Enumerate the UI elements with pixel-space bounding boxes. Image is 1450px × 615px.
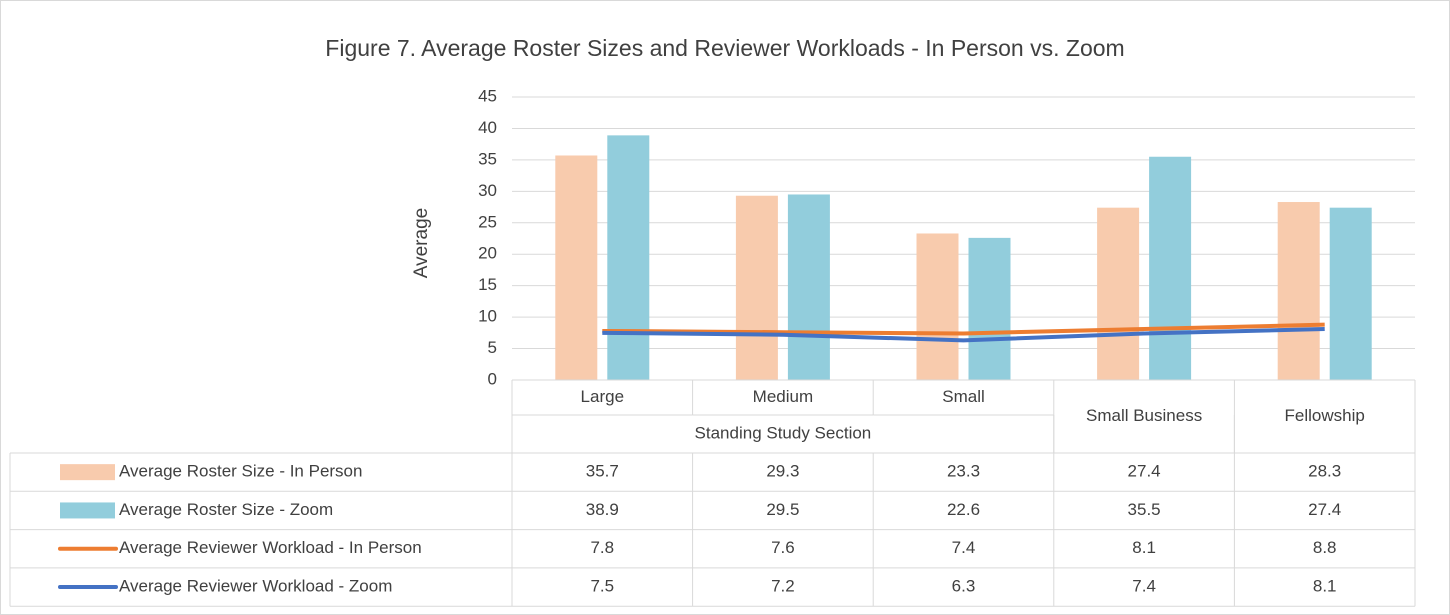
table-value: 7.6 <box>771 538 795 557</box>
table-value: 29.3 <box>766 462 799 481</box>
line-series <box>602 327 1325 343</box>
bar <box>916 233 959 380</box>
table-value: 8.1 <box>1132 538 1156 557</box>
table-value: 22.6 <box>947 500 980 519</box>
table-value: 7.5 <box>590 577 614 596</box>
y-tick-label: 0 <box>488 369 497 388</box>
table-value: 27.4 <box>1128 462 1161 481</box>
table-value: 29.5 <box>766 500 799 519</box>
bar <box>1277 202 1320 380</box>
legend-label: Average Reviewer Workload - In Person <box>119 538 422 557</box>
line-series <box>602 322 1325 336</box>
y-tick-label: 25 <box>478 212 497 231</box>
bar <box>968 237 1011 380</box>
bar <box>1097 207 1140 380</box>
table-value: 8.8 <box>1313 538 1337 557</box>
y-tick-label: 10 <box>478 307 497 326</box>
legend-label: Average Reviewer Workload - Zoom <box>119 577 392 596</box>
x-group-label: Small Business <box>1086 406 1202 425</box>
y-tick-label: 30 <box>478 181 497 200</box>
table-value: 7.4 <box>952 538 976 557</box>
table-value: 7.2 <box>771 577 795 596</box>
table-value: 35.7 <box>586 462 619 481</box>
y-tick-label: 45 <box>478 86 497 105</box>
table-value: 6.3 <box>952 577 976 596</box>
bar <box>1149 156 1192 380</box>
table-value: 8.1 <box>1313 577 1337 596</box>
x-tick-label: Small <box>942 387 985 406</box>
bar <box>735 195 778 380</box>
x-group-label: Fellowship <box>1285 406 1365 425</box>
table-value: 35.5 <box>1128 500 1161 519</box>
legend-swatch <box>60 502 115 519</box>
y-tick-label: 5 <box>488 338 497 357</box>
y-tick-label: 35 <box>478 149 497 168</box>
x-group-label: Standing Study Section <box>695 423 872 442</box>
y-tick-label: 15 <box>478 275 497 294</box>
y-tick-label: 20 <box>478 244 497 263</box>
bar <box>787 194 830 380</box>
legend-label: Average Roster Size - Zoom <box>119 500 333 519</box>
bar <box>555 155 598 380</box>
table-value: 7.8 <box>590 538 614 557</box>
x-tick-label: Medium <box>753 387 813 406</box>
chart-title: Figure 7. Average Roster Sizes and Revie… <box>325 35 1124 61</box>
table-value: 38.9 <box>586 500 619 519</box>
table-value: 23.3 <box>947 462 980 481</box>
legend-swatch <box>60 464 115 481</box>
bar <box>607 135 650 380</box>
y-axis-label: Average <box>411 208 432 278</box>
x-tick-label: Large <box>581 387 624 406</box>
table-value: 7.4 <box>1132 577 1156 596</box>
legend-label: Average Roster Size - In Person <box>119 462 362 481</box>
bar <box>1329 207 1372 380</box>
table-value: 28.3 <box>1308 462 1341 481</box>
table-value: 27.4 <box>1308 500 1341 519</box>
y-tick-label: 40 <box>478 118 497 137</box>
